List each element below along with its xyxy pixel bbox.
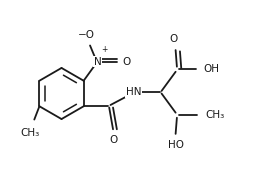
Text: O: O: [169, 34, 177, 45]
Text: O: O: [109, 135, 117, 145]
Text: O: O: [122, 57, 131, 67]
Text: CH₃: CH₃: [21, 128, 40, 138]
Text: −O: −O: [78, 30, 95, 40]
Text: CH₃: CH₃: [206, 110, 225, 120]
Text: HN: HN: [126, 87, 141, 97]
Text: +: +: [101, 45, 107, 54]
Text: N: N: [94, 57, 102, 67]
Text: OH: OH: [204, 64, 220, 74]
Text: HO: HO: [168, 140, 183, 150]
